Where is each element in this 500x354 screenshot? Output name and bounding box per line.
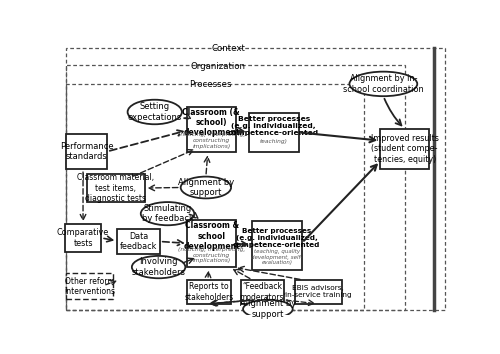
Text: teaching): teaching): [260, 139, 287, 144]
Text: Classroom material,
test items,
diagnostic tests: Classroom material, test items, diagnost…: [78, 173, 154, 203]
Text: Classroom (& 
school)
development: Classroom (& school) development: [182, 108, 242, 137]
Text: Alignment by
support: Alignment by support: [240, 299, 296, 319]
Text: Processes: Processes: [189, 80, 232, 89]
Ellipse shape: [128, 100, 182, 124]
Text: Context: Context: [212, 44, 246, 53]
Bar: [188, 220, 236, 268]
Bar: [66, 84, 364, 310]
Text: Alignment by
support: Alignment by support: [178, 178, 234, 197]
Text: Setting
expectations: Setting expectations: [128, 102, 182, 122]
Bar: [66, 134, 107, 169]
Text: Improved results
(student compe-
tencies, equity): Improved results (student compe- tencies…: [370, 134, 438, 164]
Text: teaching, quality
development, self-
evaluation): teaching, quality development, self- eva…: [251, 249, 302, 266]
Text: Reports to
stakeholders: Reports to stakeholders: [184, 282, 234, 302]
Text: “Feedback
moderators’: “Feedback moderators’: [239, 282, 286, 302]
Bar: [66, 274, 113, 299]
Bar: [248, 113, 299, 152]
Ellipse shape: [132, 256, 186, 278]
Text: (noticing, interpreting,
constructing
implications): (noticing, interpreting, constructing im…: [178, 247, 246, 263]
Text: Comparative
tests: Comparative tests: [57, 228, 109, 247]
Text: Performance
standards: Performance standards: [60, 142, 114, 161]
Bar: [380, 129, 429, 169]
Bar: [188, 107, 236, 152]
Bar: [88, 174, 144, 202]
Bar: [117, 229, 160, 254]
Bar: [241, 280, 284, 304]
Bar: [295, 280, 342, 304]
Text: EBIS advisors,
in-service training: EBIS advisors, in-service training: [285, 285, 352, 298]
Text: Alignment by in-
school coordination: Alignment by in- school coordination: [343, 74, 423, 93]
Text: Involving
stakeholders: Involving stakeholders: [132, 257, 186, 277]
Bar: [188, 280, 230, 304]
Bar: [64, 224, 102, 252]
Ellipse shape: [141, 202, 194, 225]
Bar: [252, 221, 302, 270]
Ellipse shape: [180, 177, 231, 198]
Text: Organization: Organization: [190, 62, 246, 71]
Text: Classroom &
school
development: Classroom & school development: [184, 221, 240, 251]
Text: Stimulating
by feedback: Stimulating by feedback: [142, 204, 194, 223]
Text: Other reform
interventions: Other reform interventions: [64, 277, 115, 296]
Bar: [66, 65, 404, 310]
Text: (noticing, interpreting,
constructing
implications): (noticing, interpreting, constructing im…: [178, 132, 246, 149]
Text: Data
feedback: Data feedback: [120, 232, 157, 251]
Text: Better processes
(e.g. individualized,
competence-oriented: Better processes (e.g. individualized, c…: [233, 228, 320, 248]
Ellipse shape: [350, 72, 418, 96]
Ellipse shape: [243, 300, 292, 318]
Text: Better processes
(e.g. individualized,
competence-oriented: Better processes (e.g. individualized, c…: [228, 116, 320, 136]
